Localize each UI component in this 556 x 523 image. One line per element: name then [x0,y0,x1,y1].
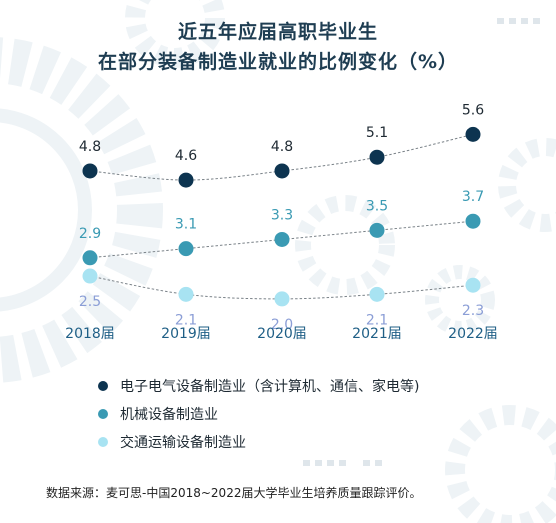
legend-item-transport: 交通运输设备制造业 [96,432,419,460]
data-label: 2.3 [462,303,484,319]
legend-dark-circle-icon [98,381,108,391]
data-label: 5.1 [366,125,388,141]
data-label: 3.5 [366,198,388,214]
data-point [369,222,385,238]
x-tick-label: 2022届 [448,326,498,342]
data-label: 2.5 [79,294,101,310]
data-label: 3.3 [271,207,293,223]
chart-title-line1: 近五年应届高职毕业生 [177,21,378,43]
legend-label-transport: 交通运输设备制造业 [120,435,246,451]
source-note: 数据来源：麦可思-中国2018~2022届大学毕业生培养质量跟踪评价。 [46,486,422,500]
legend-item-electrical: 电子电气设备制造业（含计算机、通信、家电等) [96,376,419,404]
x-tick-label: 2018届 [65,326,115,342]
data-label: 5.6 [462,102,484,118]
legend-mid-circle-icon [98,409,108,419]
data-point [178,241,194,257]
series-line-1 [89,220,474,259]
x-tick-label: 2021届 [352,326,402,342]
data-label: 4.8 [271,139,293,155]
data-point [369,149,385,165]
data-label: 4.6 [175,148,197,164]
x-tick-label: 2019届 [161,326,211,342]
data-point [274,231,290,247]
data-point [465,126,481,142]
data-label: 2.1 [175,312,197,328]
data-point [82,163,98,179]
data-point [465,277,481,293]
data-label: 3.7 [462,189,484,205]
data-label: 4.8 [79,139,101,155]
data-point [274,163,290,179]
data-point [82,250,98,266]
data-point [274,291,290,307]
legend-label-electrical: 电子电气设备制造业（含计算机、通信、家电等) [120,379,420,395]
legend-item-machinery: 机械设备制造业 [96,404,419,432]
data-point [178,286,194,302]
data-point [465,213,481,229]
legend-label-machinery: 机械设备制造业 [120,407,218,423]
series-line-0 [89,133,474,181]
data-label: 2.0 [271,317,293,333]
data-label: 2.9 [79,226,101,242]
chart-legend: 电子电气设备制造业（含计算机、通信、家电等) 机械设备制造业 交通运输设备制造业 [96,376,419,460]
x-tick-label: 2020届 [257,326,307,342]
data-label: 2.1 [366,312,388,328]
data-point [178,172,194,188]
data-label: 3.1 [175,217,197,233]
data-point [82,268,98,284]
data-point [369,286,385,302]
chart-title-line2: 在部分装备制造业就业的比例变化（%） [97,51,459,73]
legend-light-circle-icon [98,437,108,447]
